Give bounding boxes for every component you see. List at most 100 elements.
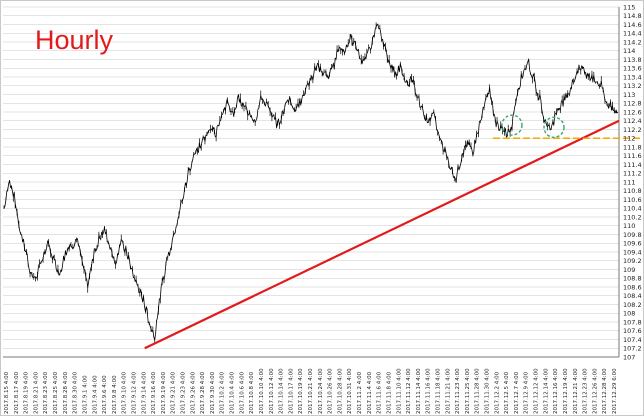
y-tick-label: 112.8 xyxy=(623,100,642,108)
x-tick-label: 2017.10.19 4:00 xyxy=(298,368,304,414)
x-tick-label: 2017.12.28 4:00 xyxy=(602,368,608,414)
x-tick-label: 2017.12.12 4:00 xyxy=(534,368,540,414)
x-tick-label: 2017.12.9 4:00 xyxy=(524,371,530,414)
chart-title: Hourly xyxy=(35,25,114,55)
x-tick-label: 2017.12.26 4:00 xyxy=(592,368,598,414)
grid-lines xyxy=(3,6,620,358)
x-tick-label: 2017.12.5 4:00 xyxy=(504,371,510,414)
x-tick-label: 2017.9.16 4:00 xyxy=(151,371,157,414)
y-tick-label: 107.8 xyxy=(623,318,642,326)
x-tick-label: 2017.11.23 4:00 xyxy=(455,368,461,414)
x-tick-label: 2017.12.16 4:00 xyxy=(553,368,559,414)
price-series xyxy=(3,22,619,343)
y-tick-label: 108.4 xyxy=(623,292,642,300)
x-tick-label: 2017.11.16 4:00 xyxy=(426,368,432,414)
x-tick-label: 2017.11.14 4:00 xyxy=(416,368,422,414)
x-tick-label: 2017.10.31 4:00 xyxy=(347,368,353,414)
x-tick-label: 2017.12.14 4:00 xyxy=(543,368,549,414)
x-tick-label: 2017.8.19 4:00 xyxy=(24,371,30,414)
x-tick-label: 2017.9.30 4:00 xyxy=(210,371,216,414)
x-axis-labels: 2017.8.15 4:00 2017.8.17 4:00 2017.8.19 4:… xyxy=(4,368,618,414)
x-tick-label: 2017.10.10 4:00 xyxy=(259,368,265,414)
x-tick-label: 2017.10.8 4:00 xyxy=(249,371,255,414)
x-tick-label: 2017.9.12 4:00 xyxy=(131,371,137,414)
y-tick-label: 112.6 xyxy=(623,108,642,116)
y-tick-label: 113.6 xyxy=(623,65,642,73)
y-tick-label: 109.6 xyxy=(623,240,642,248)
x-tick-label: 2017.12.19 4:00 xyxy=(563,368,569,414)
x-tick-label: 2017.8.25 4:00 xyxy=(53,371,59,414)
y-tick-label: 110.4 xyxy=(623,205,642,213)
x-tick-label: 2017.11.30 4:00 xyxy=(485,368,491,414)
x-tick-label: 2017.9.14 4:00 xyxy=(141,371,147,414)
x-tick-label: 2017.11.10 4:00 xyxy=(396,368,402,414)
y-tick-label: 108.2 xyxy=(623,301,642,309)
x-tick-label: 2017.10.12 4:00 xyxy=(269,368,275,414)
x-tick-label: 2017.9.6 4:00 xyxy=(102,375,108,414)
y-axis-labels: 107107.2107.4107.6107.8108108.2108.4108.… xyxy=(623,3,642,361)
y-tick-label: 109.4 xyxy=(623,248,642,256)
y-tick-label: 114.8 xyxy=(623,12,642,20)
x-tick-label: 2017.9.23 4:00 xyxy=(181,371,187,414)
y-tick-label: 113.8 xyxy=(623,56,642,64)
x-tick-label: 2017.9.1 4:00 xyxy=(82,375,88,414)
y-tick-label: 111.6 xyxy=(623,152,642,160)
x-tick-label: 2017.10.17 4:00 xyxy=(288,368,294,414)
y-tick-label: 111 xyxy=(623,178,635,186)
x-tick-label: 2017.12.29 6:00 xyxy=(612,368,618,414)
x-tick-label: 2017.12.7 4:00 xyxy=(514,371,520,414)
y-tick-label: 115 xyxy=(623,3,635,11)
y-tick-label: 111.8 xyxy=(623,143,642,151)
x-tick-label: 2017.12.23 4:00 xyxy=(583,368,589,414)
x-tick-label: 2017.9.19 4:00 xyxy=(161,371,167,414)
low-circle-1 xyxy=(501,114,523,136)
x-tick-label: 2017.8.17 4:00 xyxy=(14,371,20,414)
y-tick-label: 110 xyxy=(623,222,635,230)
x-tick-label: 2017.9.4 4:00 xyxy=(92,375,98,414)
x-tick-label: 2017.9.10 4:00 xyxy=(122,371,128,414)
x-tick-label: 2017.10.2 4:00 xyxy=(220,371,226,414)
x-tick-label: 2017.11.25 4:00 xyxy=(465,368,471,414)
x-tick-label: 2017.9.8 4:00 xyxy=(112,375,118,414)
y-tick-label: 114 xyxy=(623,47,635,55)
y-tick-label: 108.8 xyxy=(623,275,642,283)
x-tick-label: 2017.11.12 4:00 xyxy=(406,368,412,414)
x-tick-label: 2017.10.24 4:00 xyxy=(318,368,324,414)
x-tick-label: 2017.10.4 4:00 xyxy=(230,371,236,414)
y-tick-label: 110.8 xyxy=(623,187,642,195)
x-tick-label: 2017.10.21 4:00 xyxy=(308,368,314,414)
x-tick-label: 2017.12.21 4:00 xyxy=(573,368,579,414)
y-tick-label: 109 xyxy=(623,266,635,274)
x-tick-label: 2017.8.15 4:00 xyxy=(4,371,10,414)
x-tick-label: 2017.8.23 4:00 xyxy=(43,371,49,414)
x-tick-label: 2017.11.18 4:00 xyxy=(435,368,441,414)
annotations xyxy=(144,114,641,350)
y-tick-label: 108.6 xyxy=(623,283,642,291)
low-circle-2 xyxy=(543,116,565,139)
x-tick-label: 2017.11.6 4:00 xyxy=(377,371,383,414)
y-tick-label: 111.4 xyxy=(623,161,642,169)
y-tick-label: 110.6 xyxy=(623,196,642,204)
y-tick-label: 114.4 xyxy=(623,30,642,38)
x-tick-label: 2017.9.21 4:00 xyxy=(171,371,177,414)
y-tick-label: 113 xyxy=(623,91,635,99)
y-tick-label: 107.2 xyxy=(623,345,642,353)
y-tick-label: 107.6 xyxy=(623,327,642,335)
x-tick-label: 2017.12.2 4:00 xyxy=(494,371,500,414)
y-tick-label: 111.2 xyxy=(623,170,642,178)
x-tick-label: 2017.11.8 4:00 xyxy=(386,371,392,414)
x-tick-label: 2017.11.2 4:00 xyxy=(357,371,363,414)
x-tick-label: 2017.10.26 4:00 xyxy=(328,368,334,414)
y-tick-label: 114.2 xyxy=(623,38,642,46)
x-tick-label: 2017.10.28 4:00 xyxy=(337,368,343,414)
x-tick-label: 2017.10.14 4:00 xyxy=(279,368,285,414)
y-tick-label: 108 xyxy=(623,310,635,318)
x-tick-label: 2017.11.21 4:00 xyxy=(445,368,451,414)
y-tick-label: 113.4 xyxy=(623,73,642,81)
x-tick-label: 2017.11.28 4:00 xyxy=(475,368,481,414)
x-tick-label: 2017.11.4 4:00 xyxy=(367,371,373,414)
x-tick-label: 2017.8.28 4:00 xyxy=(63,371,69,414)
price-line xyxy=(3,24,619,341)
